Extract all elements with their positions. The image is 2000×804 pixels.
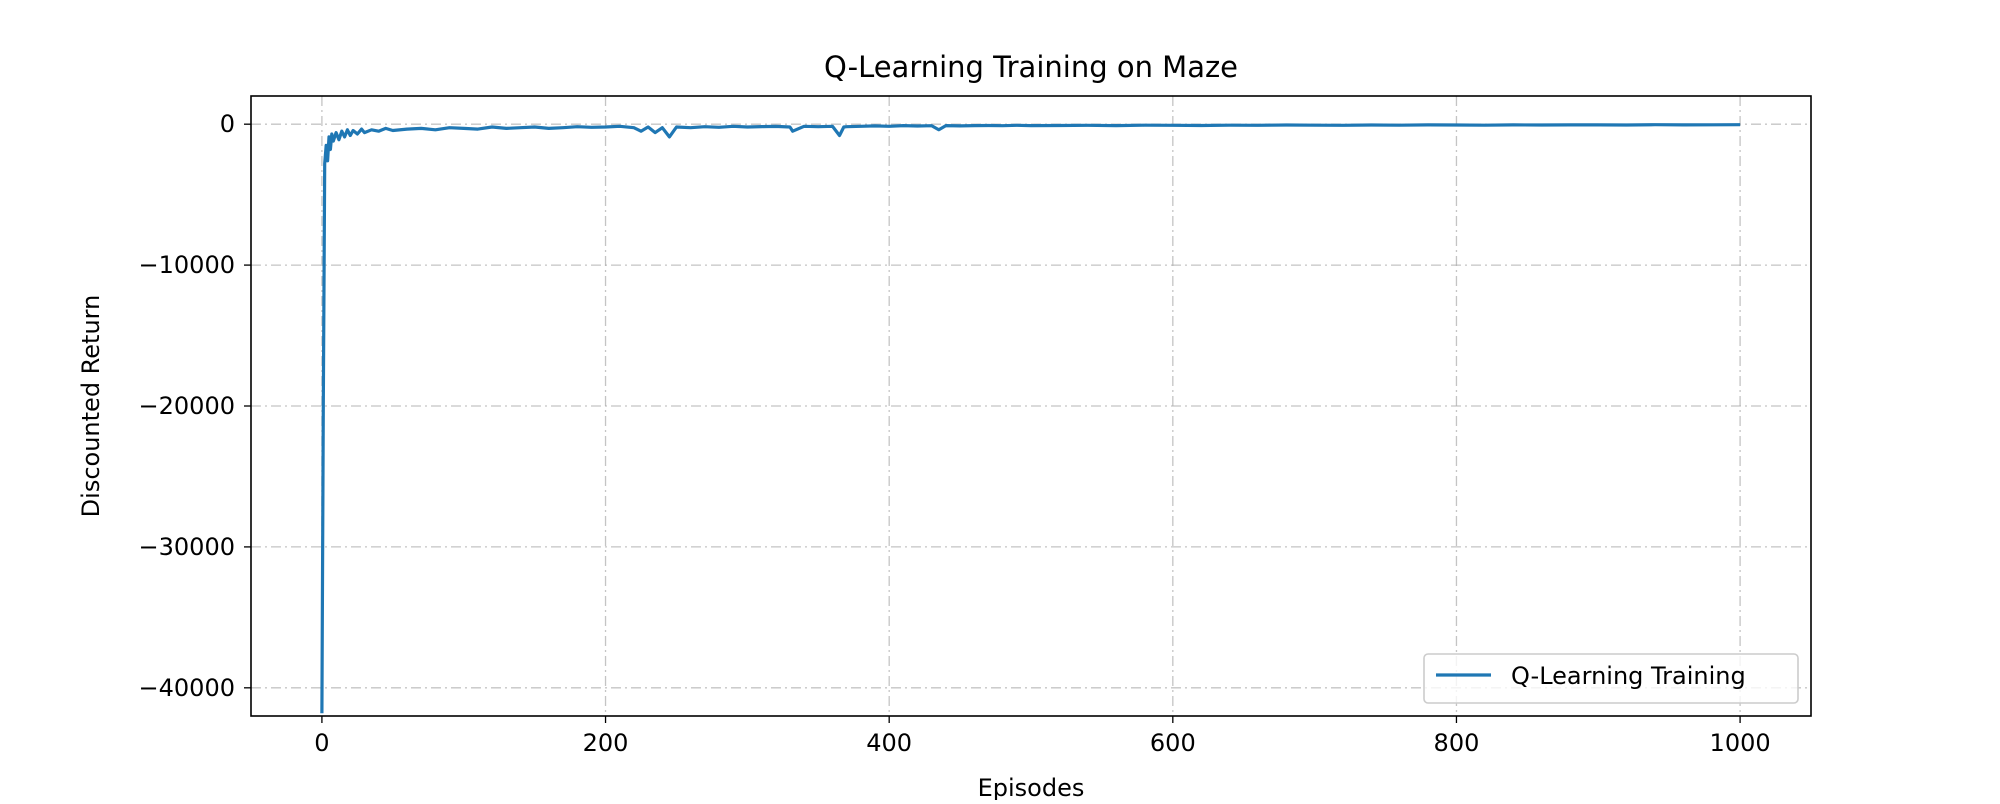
series-layer — [320, 123, 1741, 714]
y-tick-label: −40000 — [139, 674, 235, 702]
x-axis-label: Episodes — [978, 774, 1085, 800]
chart-title: Q-Learning Training on Maze — [824, 50, 1238, 84]
y-tick-label: −20000 — [139, 392, 235, 420]
legend-box — [1423, 653, 1799, 704]
series-line-q-learning-training — [320, 123, 1741, 714]
x-tick-label: 800 — [1434, 729, 1480, 757]
y-tick-label: 0 — [220, 110, 235, 138]
x-tick-label: 600 — [1150, 729, 1196, 757]
x-tick-label: 200 — [583, 729, 629, 757]
legend-label-q-learning-training: Q-Learning Training — [1511, 662, 1746, 690]
y-tick-label: −10000 — [139, 251, 235, 279]
y-tick-label: −30000 — [139, 533, 235, 561]
x-tick-label: 400 — [866, 729, 912, 757]
x-tick-label: 1000 — [1710, 729, 1771, 757]
y-axis-label: Discounted Return — [77, 295, 105, 518]
legend: Q-Learning Training — [1423, 653, 1799, 704]
x-tick-label: 0 — [314, 729, 329, 757]
axis-ticks: 0 200 400 600 800 1000 0 −10000 −20000 −30000 −400… — [139, 110, 1771, 757]
